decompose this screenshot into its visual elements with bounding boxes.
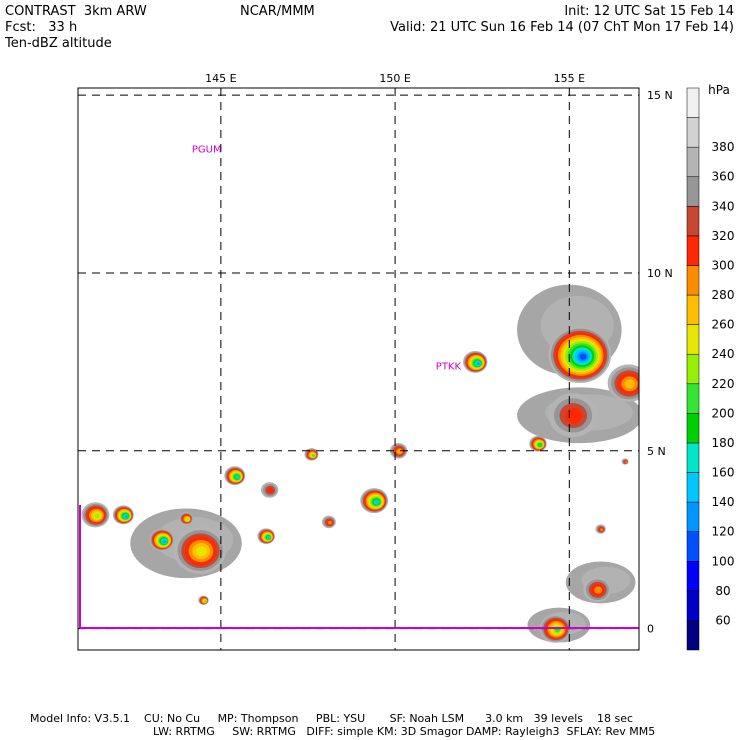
lat-tick-label: 5 N (647, 445, 666, 458)
colorbar-level-label: 240 (712, 347, 735, 361)
colorbar-swatch (686, 206, 700, 237)
reflectivity-contour (565, 408, 583, 424)
colorbar-level-label: 140 (712, 495, 735, 509)
axis-ticks: 145 E 150 E 155 E 15 N 10 N 5 N 0 (205, 72, 673, 636)
reflectivity-contour (579, 353, 587, 360)
reflectivity-contour (625, 461, 628, 463)
colorbar-swatch (686, 472, 700, 503)
radar-map: PGUM PTKK 145 E 150 E 155 E 15 N 10 N 5 N 0 60 8… (77, 72, 735, 651)
colorbar-swatch (686, 146, 700, 177)
reflectivity-contour (539, 444, 542, 447)
lon-tick-label: 145 E (205, 72, 236, 85)
colorbar-level-label: 120 (712, 525, 735, 539)
reflectivity-contour (195, 546, 207, 557)
colorbar-swatch (686, 501, 700, 532)
lon-tick-label: 155 E (554, 72, 585, 85)
station-label: PTKK (436, 361, 462, 372)
colorbar-level-label: 360 (712, 170, 735, 184)
reflectivity-contour (600, 528, 604, 532)
colorbar-level-label: 80 (715, 584, 730, 598)
colorbar-level-label: 100 (712, 554, 735, 568)
colorbar-swatch (686, 117, 700, 148)
colorbar-swatch (686, 294, 700, 325)
colorbar-level-label: 280 (712, 288, 735, 302)
colorbar-swatch (686, 561, 700, 592)
colorbar-level-label: 160 (712, 466, 735, 480)
reflectivity-contour (312, 454, 315, 457)
colorbar-swatch (686, 590, 700, 621)
reflectivity-contour (375, 500, 379, 504)
plot-frame (77, 87, 640, 651)
lon-tick-label: 150 E (379, 72, 410, 85)
colorbar-level-label: 340 (712, 199, 735, 213)
reflectivity-contour (163, 540, 167, 543)
lat-tick-label: 15 N (647, 89, 673, 102)
lat-tick-label: 0 (647, 623, 654, 636)
reflectivity-contour (476, 362, 480, 365)
reflectivity-contour (624, 379, 635, 389)
valid-time: Valid: 21 UTC Sun 16 Feb 14 (07 ChT Mon … (390, 20, 734, 35)
colorbar-swatch (686, 265, 700, 296)
init-time: Init: 12 UTC Sat 15 Feb 14 (564, 4, 734, 19)
colorbar-unit: hPa (708, 83, 730, 97)
reflectivity-contour (267, 487, 274, 494)
colorbar-level-label: 300 (712, 258, 735, 272)
colorbar-swatch (686, 235, 700, 266)
colorbar-swatch (686, 353, 700, 385)
colorbar-swatch (686, 620, 700, 651)
colorbar-level-label: 200 (712, 406, 735, 420)
colorbar-level-label: 60 (715, 613, 730, 627)
field-title: Ten-dBZ altitude (5, 36, 112, 51)
colorbar-level-label: 220 (712, 377, 735, 391)
colorbar-level-label: 260 (712, 318, 735, 332)
colorbar-level-label: 380 (712, 140, 735, 154)
lat-tick-label: 10 N (647, 267, 673, 280)
model-info-line1: Model Info: V3.5.1 CU: No Cu MP: Thompso… (30, 712, 634, 725)
colorbar-swatch (686, 324, 700, 355)
colorbar-swatch (686, 442, 700, 473)
reflectivity-contour (327, 520, 332, 525)
colorbar-swatch (686, 413, 700, 444)
colorbar: 60 80 100 120 140 160 180 200 220 240 260 280 300 320… (686, 83, 735, 651)
colorbar-level-label: 320 (712, 229, 735, 243)
reflectivity-contour (186, 518, 190, 521)
colorbar-swatch (686, 383, 700, 414)
reflectivity-contour (594, 586, 603, 594)
forecast-hour: Fcst: 33 h (5, 20, 78, 35)
colorbar-swatch (686, 87, 700, 118)
colorbar-swatch (686, 176, 700, 207)
reflectivity-contour (397, 449, 402, 454)
reflectivity-contour (94, 513, 100, 519)
colorbar-swatch (686, 531, 700, 562)
colorbar-level-label: 180 (712, 436, 735, 450)
model-info-line2: LW: RRTMG SW: RRTMG DIFF: simple KM: 3D … (153, 725, 656, 738)
station-label: PGUM (192, 144, 222, 155)
stations-layer: PGUM PTKK (192, 144, 462, 372)
reflectivity-contour (267, 536, 271, 539)
reflectivity-contour (125, 515, 128, 518)
center-name: NCAR/MMM (240, 4, 315, 19)
reflectivity-contour (236, 476, 239, 479)
convective-cells-layer (81, 326, 639, 643)
reflectivity-contour (204, 600, 207, 603)
model-title: CONTRAST 3km ARW (5, 4, 147, 19)
